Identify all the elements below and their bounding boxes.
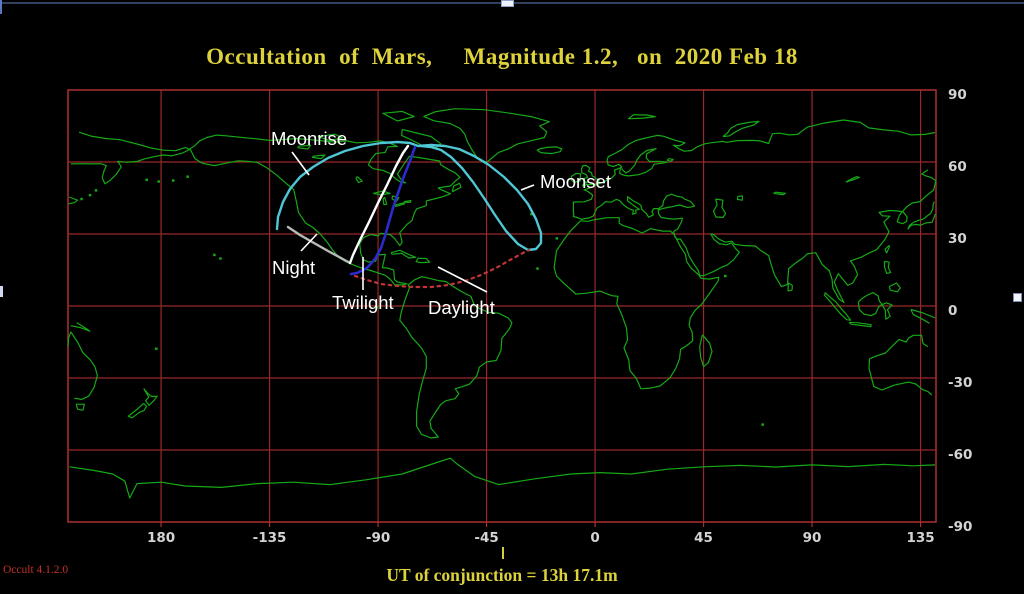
lon-tick-label: 135 bbox=[906, 530, 934, 546]
conjunction-time-label: UT of conjunction = 13h 17.1m bbox=[386, 565, 618, 585]
twilight-limit-curve bbox=[348, 144, 410, 265]
daylight-label: Daylight bbox=[428, 297, 495, 318]
lat-tick-label: 90 bbox=[948, 87, 967, 103]
app-version-label: Occult 4.1.2.0 bbox=[3, 564, 69, 576]
island-dot bbox=[530, 212, 533, 216]
island-dot bbox=[555, 237, 559, 240]
island-dot bbox=[171, 179, 175, 182]
daylight-dotted-limit-curve bbox=[353, 248, 531, 289]
night-limit-curve bbox=[286, 225, 352, 265]
lon-tick-label: 180 bbox=[147, 530, 175, 546]
lon-tick-label: -45 bbox=[474, 530, 498, 546]
island-dot bbox=[186, 175, 189, 178]
island-dot bbox=[145, 178, 148, 182]
island-dot bbox=[157, 180, 160, 183]
window-left-edge bbox=[0, 0, 2, 14]
island-dot bbox=[724, 274, 727, 278]
daylight-limit-curve bbox=[349, 145, 417, 276]
island-dot bbox=[80, 197, 83, 201]
island-dot bbox=[375, 306, 379, 309]
island-dot bbox=[761, 423, 764, 426]
island-dot bbox=[213, 253, 216, 257]
night-pointer-line bbox=[300, 233, 318, 252]
map-border bbox=[67, 89, 937, 523]
island-dot bbox=[94, 189, 98, 192]
island-dot bbox=[219, 257, 222, 260]
lat-tick-label: -30 bbox=[948, 375, 972, 391]
lon-tick-label: 45 bbox=[694, 530, 713, 546]
lat-tick-label: -60 bbox=[948, 447, 972, 463]
selection-handle-left[interactable] bbox=[0, 286, 3, 297]
lon-tick-label: 90 bbox=[803, 530, 822, 546]
lon-tick-label: 0 bbox=[590, 530, 599, 546]
moonrise-label: Moonrise bbox=[271, 128, 347, 149]
island-dot bbox=[88, 193, 92, 197]
lon-tick-label: -135 bbox=[253, 530, 287, 546]
daylight-pointer-line bbox=[437, 266, 488, 293]
moonset-label: Moonset bbox=[540, 171, 611, 192]
lat-tick-label: 0 bbox=[948, 303, 957, 319]
lat-tick-label: 30 bbox=[948, 231, 967, 247]
lat-tick-label: 60 bbox=[948, 159, 967, 175]
island-dot bbox=[155, 347, 158, 351]
chart-title: Occultation of Mars, Magnitude 1.2, on 2… bbox=[206, 44, 798, 69]
lat-tick-label: -90 bbox=[948, 519, 972, 535]
moonrise-pointer-line bbox=[291, 151, 310, 176]
twilight-label: Twilight bbox=[332, 292, 394, 313]
selection-handle-right[interactable] bbox=[1013, 293, 1022, 302]
coastlines bbox=[67, 108, 937, 499]
night-label: Night bbox=[272, 257, 315, 278]
island-dot bbox=[536, 267, 539, 270]
selection-handle-top[interactable] bbox=[501, 0, 514, 7]
lon-tick-label: -90 bbox=[366, 530, 390, 546]
moonset-pointer-line bbox=[520, 184, 535, 191]
moonrise-moonset-limit-curve bbox=[275, 140, 543, 252]
